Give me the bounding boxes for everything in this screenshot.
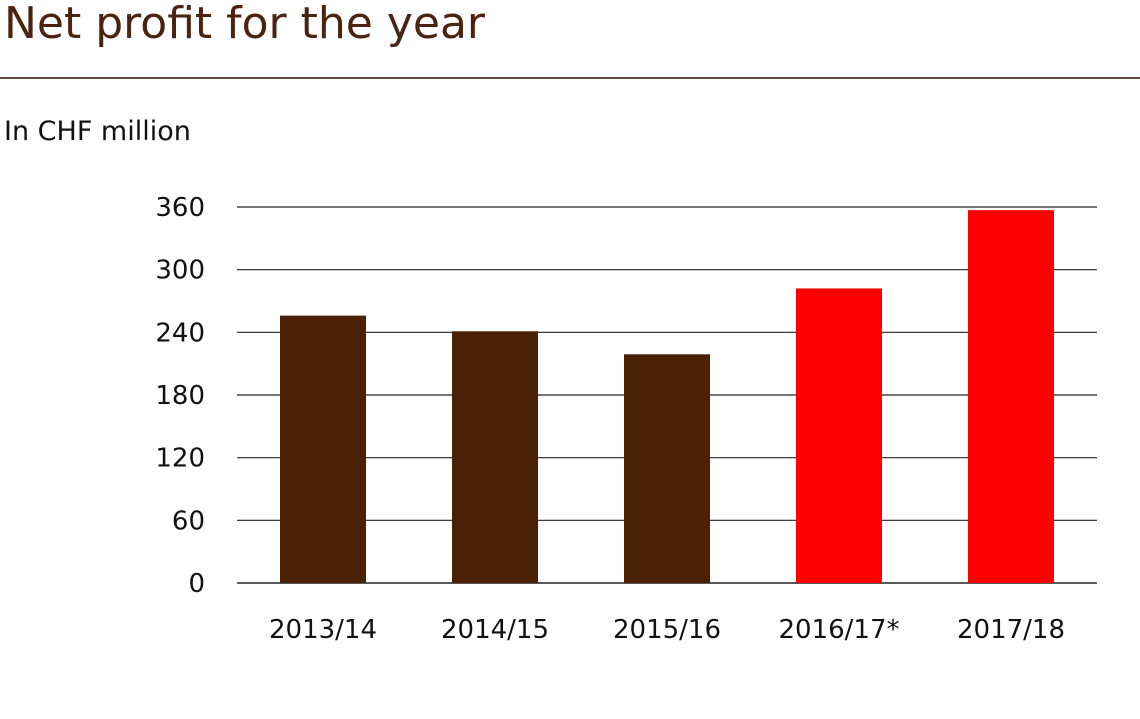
bar-2013-14: [280, 315, 366, 583]
unit-label: In CHF million: [4, 116, 191, 147]
bar-2016-17: [796, 288, 882, 583]
y-tick-label: 120: [155, 444, 205, 474]
y-tick-label: 240: [155, 318, 205, 348]
x-tick-label: 2016/17*: [778, 615, 899, 645]
x-axis-ticks: 2013/14 2014/15 2015/16 2016/17* 2017/18: [269, 615, 1065, 645]
chart-title: Net profit for the year: [4, 0, 485, 49]
x-tick-label: 2013/14: [269, 615, 377, 645]
y-axis-ticks: 0 60 120 180 240 300 360: [155, 193, 205, 599]
x-tick-label: 2017/18: [957, 615, 1065, 645]
x-tick-label: 2014/15: [441, 615, 549, 645]
bar-2015-16: [624, 354, 710, 583]
y-tick-label: 60: [172, 506, 205, 536]
y-tick-label: 300: [155, 256, 205, 286]
bar-2017-18: [968, 210, 1054, 583]
x-tick-label: 2015/16: [613, 615, 721, 645]
y-tick-label: 0: [188, 569, 205, 599]
y-tick-label: 360: [155, 193, 205, 223]
title-divider: [0, 77, 1140, 79]
bars: [280, 210, 1054, 583]
bar-2014-15: [452, 331, 538, 583]
y-tick-label: 180: [155, 381, 205, 411]
